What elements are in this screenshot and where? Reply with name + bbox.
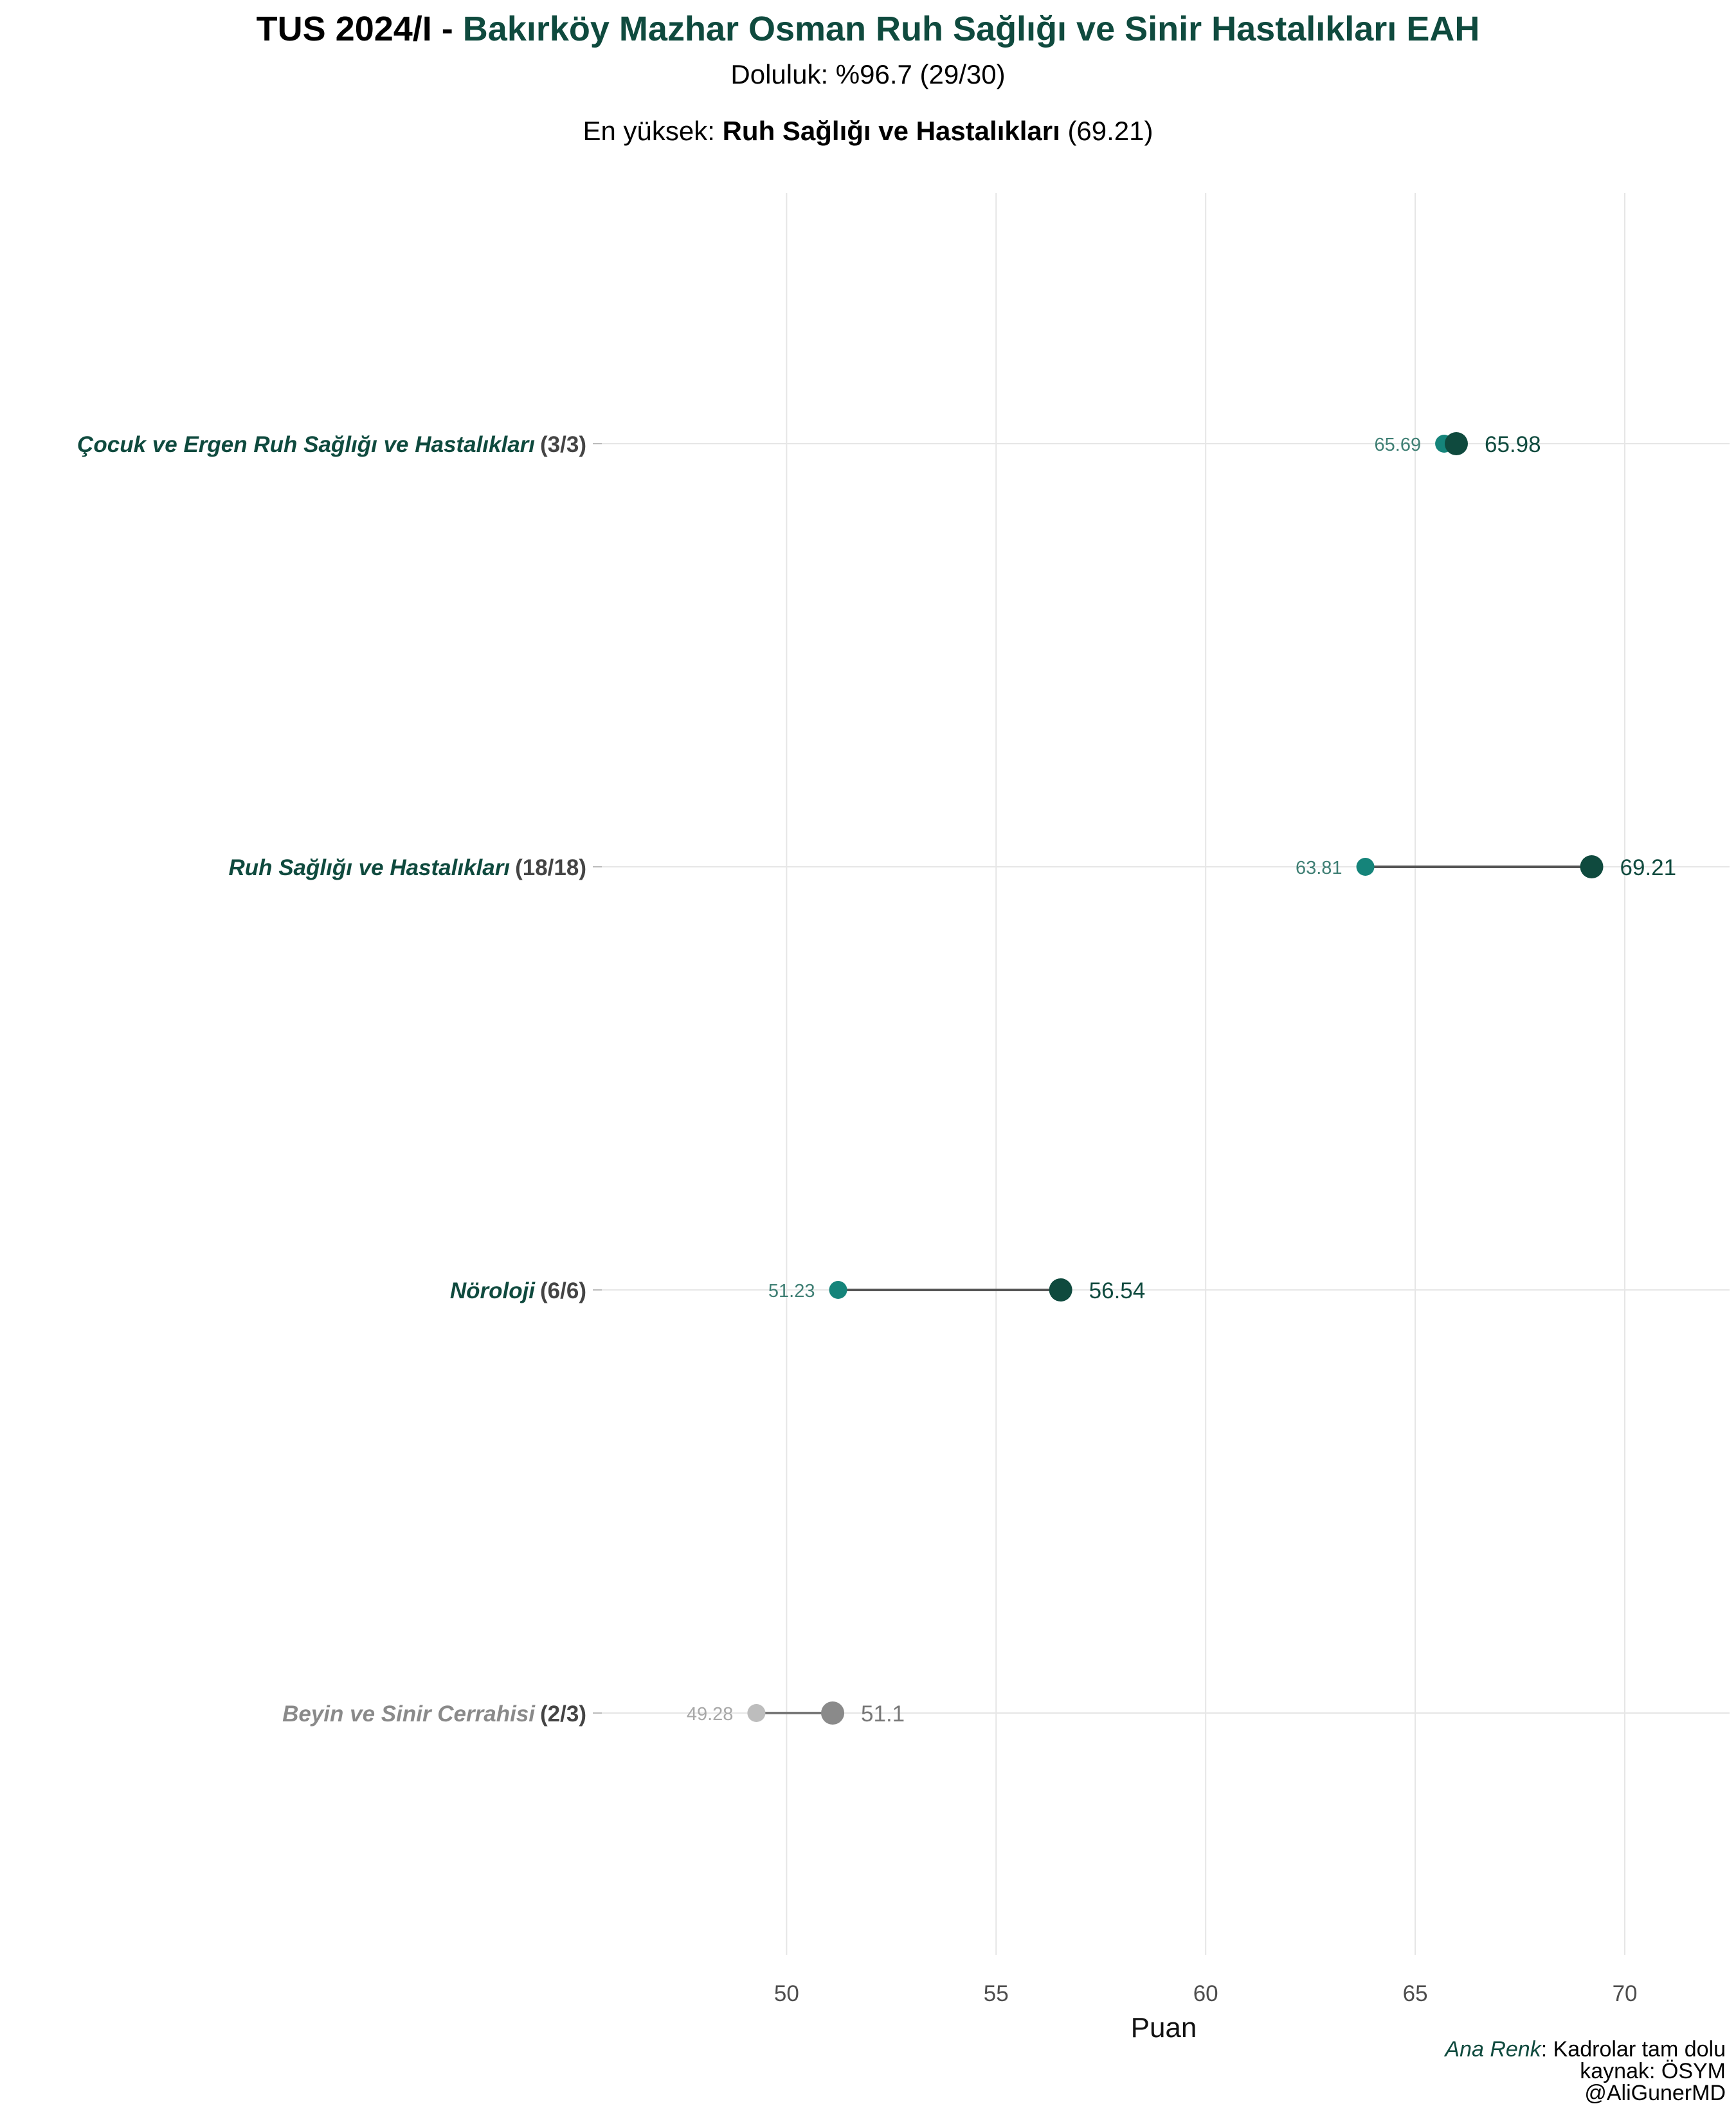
min-value-label: 65.69: [1375, 435, 1422, 455]
x-tick-label: 70: [1613, 1981, 1638, 2006]
x-tick-label: 60: [1193, 1981, 1218, 2006]
max-value-label: 56.54: [1089, 1278, 1146, 1303]
chart-title: TUS 2024/I - Bakırköy Mazhar Osman Ruh S…: [0, 9, 1736, 49]
row-label-count: (2/3): [540, 1701, 586, 1727]
max-value-label: 69.21: [1620, 855, 1677, 880]
row-label: Ruh Sağlığı ve Hastalıkları (18/18): [228, 855, 586, 880]
row-label-count: (18/18): [515, 855, 586, 880]
title-prefix: TUS 2024/I -: [256, 10, 463, 48]
min-value-label: 63.81: [1296, 858, 1343, 878]
mark-layer: 65.69 65.98 63.81 69.21 51.23 56.54 49.28 51.1: [687, 432, 1676, 1727]
min-point: [747, 1704, 766, 1722]
highlight-value: (69.21): [1067, 116, 1153, 146]
title-institution: Bakırköy Mazhar Osman Ruh Sağlığı ve Sin…: [462, 10, 1480, 48]
min-value-label: 49.28: [687, 1704, 734, 1725]
x-axis: 50 55 60 65 70 Puan: [774, 1981, 1638, 2044]
row-label-name: Çocuk ve Ergen Ruh Sağlığı ve Hastalıkla…: [77, 432, 535, 457]
chart-caption: Ana Renk: Kadrolar tam dolu kaynak: ÖSYM…: [1445, 2038, 1726, 2104]
highlight-prefix: En yüksek:: [583, 116, 723, 146]
row-label-count: (3/3): [540, 432, 586, 457]
row-label-name: Nöroloji: [450, 1278, 536, 1303]
caption-legend-text: : Kadrolar tam dolu: [1541, 2037, 1726, 2062]
min-point: [829, 1281, 847, 1299]
min-value-label: 51.23: [768, 1281, 815, 1301]
max-point: [821, 1701, 845, 1725]
caption-author: @AliGunerMD: [1584, 2081, 1726, 2105]
caption-source: kaynak: ÖSYM: [1580, 2059, 1726, 2083]
x-tick-label: 65: [1403, 1981, 1428, 2006]
x-tick-label: 50: [774, 1981, 799, 2006]
max-value-label: 65.98: [1485, 432, 1541, 457]
chart-highlight: En yüksek: Ruh Sağlığı ve Hastalıkları (…: [0, 116, 1736, 147]
max-point: [1580, 855, 1604, 878]
caption-legend-key: Ana Renk: [1445, 2037, 1541, 2062]
row-label: Nöroloji (6/6): [450, 1278, 586, 1303]
row-label-name: Ruh Sağlığı ve Hastalıkları: [228, 855, 510, 880]
x-axis-label: Puan: [1131, 2012, 1197, 2044]
row-label: Beyin ve Sinir Cerrahisi (2/3): [282, 1701, 586, 1727]
row-label: Çocuk ve Ergen Ruh Sağlığı ve Hastalıkla…: [77, 432, 586, 457]
chart-subtitle: Doluluk: %96.7 (29/30): [730, 59, 1006, 89]
x-tick-label: 55: [984, 1981, 1009, 2006]
highlight-name: Ruh Sağlığı ve Hastalıkları: [722, 116, 1060, 146]
max-point: [1444, 432, 1468, 455]
max-value-label: 51.1: [861, 1701, 905, 1727]
row-label-name: Beyin ve Sinir Cerrahisi: [282, 1701, 536, 1727]
min-point: [1356, 858, 1375, 876]
grid-layer: [593, 193, 1730, 1955]
row-label-layer: Çocuk ve Ergen Ruh Sağlığı ve Hastalıkla…: [77, 432, 586, 1727]
caption-legend: Ana Renk: Kadrolar tam dolu: [1445, 2038, 1726, 2060]
row-label-count: (6/6): [540, 1278, 586, 1303]
max-point: [1049, 1278, 1072, 1301]
